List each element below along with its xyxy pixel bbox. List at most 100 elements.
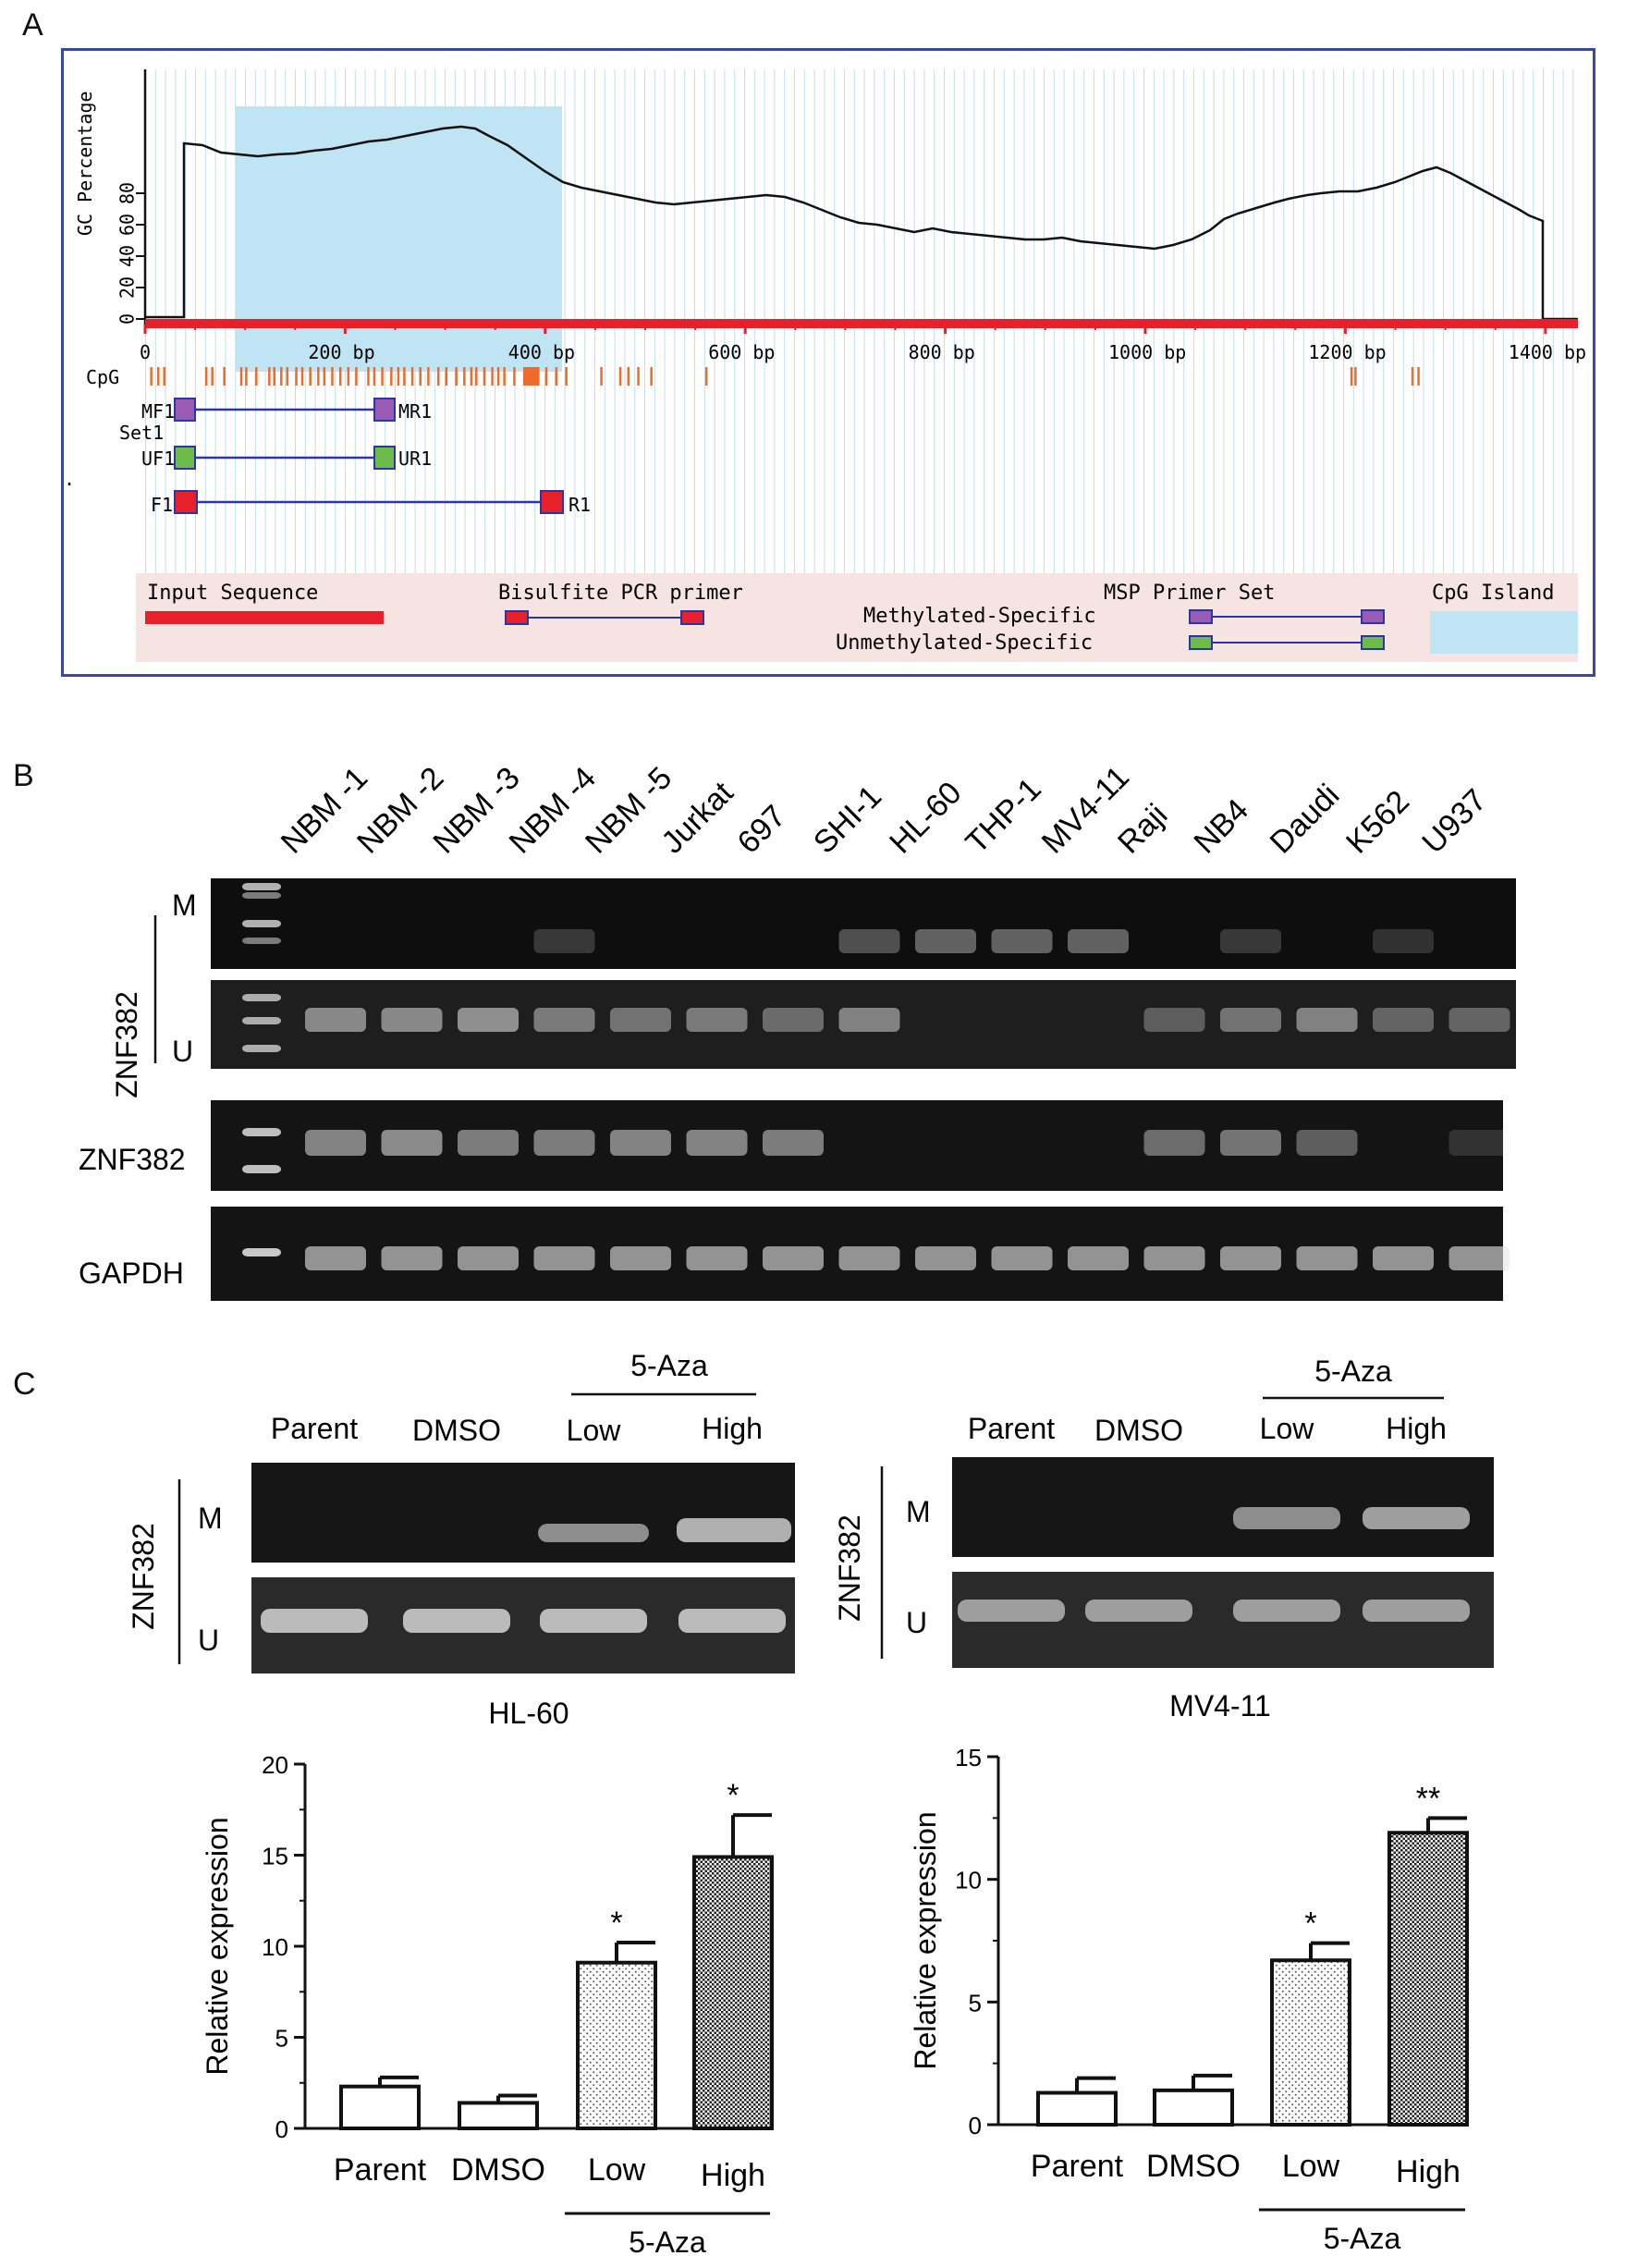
cpg-site bbox=[419, 367, 422, 386]
cpg-site bbox=[268, 367, 271, 386]
chart-bar bbox=[458, 2101, 539, 2131]
chart-category-label: Low bbox=[1282, 2149, 1340, 2184]
cpg-site bbox=[470, 367, 473, 386]
chart-significance: * bbox=[727, 1778, 739, 1813]
left-u-label: U bbox=[198, 1624, 219, 1657]
left-col-dmso: DMSO bbox=[412, 1414, 501, 1447]
gel-band bbox=[610, 1246, 671, 1270]
y-ticks: 0 20 40 60 80 bbox=[116, 182, 145, 325]
gel-band bbox=[242, 938, 281, 944]
lane-label: NB4 bbox=[1187, 792, 1255, 861]
cpg-site bbox=[1411, 367, 1414, 386]
input-sequence-bar bbox=[145, 319, 1578, 328]
gel-band bbox=[677, 1518, 791, 1542]
chart-bar bbox=[1270, 1958, 1351, 2127]
legend-unmethylated-swatch bbox=[1189, 635, 1213, 650]
cpg-site bbox=[204, 367, 208, 386]
primer-uf1-label: UF1 bbox=[141, 447, 175, 470]
chart-y-tick-label: 5 bbox=[969, 1989, 982, 2017]
legend-cpg-island: CpG Island bbox=[1432, 582, 1554, 605]
gel-band bbox=[305, 1008, 366, 1032]
cpg-site bbox=[627, 367, 630, 386]
cpg-site bbox=[565, 367, 568, 386]
gel-band bbox=[1233, 1600, 1340, 1622]
cpg-site bbox=[1350, 367, 1353, 386]
chart-ylabel: Relative expression bbox=[201, 1817, 234, 2075]
gel-band bbox=[1068, 1246, 1129, 1270]
cpg-site bbox=[347, 367, 350, 386]
cpg-site bbox=[367, 367, 370, 386]
gel-band bbox=[1363, 1507, 1470, 1529]
m-row-label: M bbox=[172, 889, 197, 922]
chart-category-label: High bbox=[1396, 2154, 1461, 2189]
chart-bar bbox=[1387, 1831, 1469, 2127]
gel-band bbox=[242, 1017, 281, 1024]
chart-category-label: Low bbox=[588, 2152, 646, 2188]
x-ticks: 0 200 bp 400 bp 600 bp 800 bp 1000 bp 1200 bp 1… bbox=[140, 325, 1596, 363]
gel-band bbox=[242, 920, 281, 927]
primer-r1 bbox=[540, 490, 564, 514]
cpg-site bbox=[544, 367, 548, 386]
right-m-label: M bbox=[906, 1495, 931, 1528]
gel-band bbox=[305, 1130, 366, 1156]
cpg-site bbox=[475, 367, 478, 386]
right-u-label: U bbox=[906, 1606, 927, 1639]
cpg-site bbox=[373, 367, 376, 386]
cpg-site bbox=[455, 367, 458, 386]
gel-band bbox=[533, 929, 595, 953]
cpg-site bbox=[295, 367, 298, 386]
gel-band bbox=[991, 929, 1053, 953]
cpg-site bbox=[704, 367, 708, 386]
cpg-site bbox=[445, 367, 448, 386]
chart-significance: ** bbox=[1416, 1781, 1440, 1816]
cpg-site bbox=[156, 367, 160, 386]
cpg-site bbox=[600, 367, 603, 386]
cpg-site bbox=[397, 367, 400, 386]
cpg-site bbox=[537, 367, 540, 386]
cpg-site bbox=[650, 367, 653, 386]
gel-band bbox=[1143, 1246, 1205, 1270]
primer-f1-label: F1 bbox=[151, 494, 173, 516]
legend-methylated: Methylated-Specific bbox=[863, 605, 1096, 628]
cpg-site bbox=[637, 367, 640, 386]
chart-y-tick-label: 5 bbox=[275, 2025, 288, 2053]
chart-y-tick-label: 10 bbox=[262, 1933, 288, 1961]
gel-band bbox=[1220, 1008, 1281, 1032]
gel-band bbox=[458, 1008, 519, 1032]
x-tick-label: 400 bp bbox=[508, 341, 575, 363]
gel-band bbox=[458, 1130, 519, 1156]
chart-y-tick-label: 0 bbox=[969, 2112, 982, 2139]
gel-band bbox=[678, 1609, 786, 1633]
gel-band bbox=[991, 1246, 1053, 1270]
primer-f1 bbox=[174, 490, 198, 514]
legend-unmethylated: Unmethylated-Specific bbox=[836, 631, 1093, 655]
gel-band bbox=[1449, 1008, 1510, 1032]
gel-band bbox=[915, 929, 976, 953]
right-gene-label: ZNF382 bbox=[833, 1514, 866, 1622]
cpg-island-panel: 0 20 40 60 80 GC Percentage 0 200 bp 400 bp 600… bbox=[61, 48, 1596, 677]
left-m-label: M bbox=[198, 1502, 223, 1535]
primer-ur1-label: UR1 bbox=[398, 447, 432, 470]
gc-curve bbox=[145, 125, 1578, 321]
chart-category-label: Parent bbox=[1031, 2149, 1124, 2184]
lane-label: Raji bbox=[1111, 797, 1174, 860]
primer-mf1 bbox=[174, 398, 196, 422]
primer-uf1 bbox=[174, 446, 196, 470]
primer-r1-label: R1 bbox=[568, 494, 591, 516]
primer-mr1-label: MR1 bbox=[398, 400, 432, 423]
chart-y-tick-label: 15 bbox=[262, 1843, 288, 1870]
right-col-high: High bbox=[1386, 1412, 1447, 1445]
legend-bisulfite: Bisulfite PCR primer bbox=[498, 582, 743, 605]
gel-band bbox=[242, 892, 281, 899]
cpg-site bbox=[390, 367, 393, 386]
chart-ylabel: Relative expression bbox=[909, 1811, 942, 2069]
gel-band bbox=[381, 1130, 443, 1156]
gel-band bbox=[1373, 1008, 1434, 1032]
chart-bar bbox=[339, 2084, 421, 2131]
stray-dot: . bbox=[64, 468, 75, 490]
mv411-bar-chart: MV4-11 Relative expression 0 5 10 15 Parent DMS… bbox=[909, 1692, 1469, 2255]
gel-band bbox=[1363, 1600, 1470, 1622]
x-tick-label: 600 bp bbox=[708, 341, 775, 363]
left-gene-label: ZNF382 bbox=[127, 1523, 160, 1630]
